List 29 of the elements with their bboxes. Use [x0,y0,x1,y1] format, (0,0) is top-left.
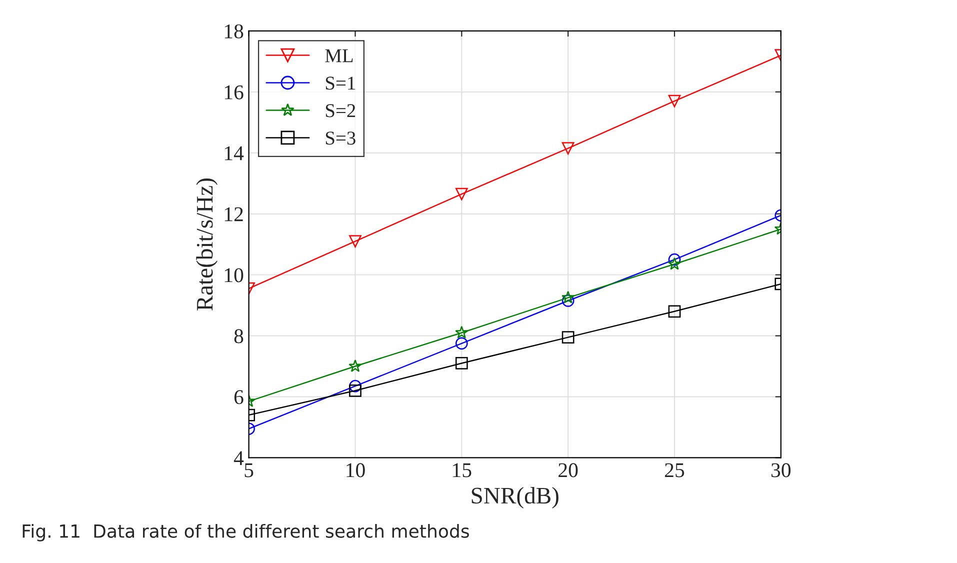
point [455,337,468,350]
x-tick-label: 5 [244,463,254,478]
y-tick-label: 8 [234,329,244,344]
point [562,331,574,344]
legend-label: S=2 [326,104,356,118]
x-tick-label: 25 [664,463,684,478]
caption: Fig. 11 Data rate of the different search methods [22,524,469,542]
y-tick-label: 12 [224,207,243,222]
x-tick-label: 10 [346,463,365,478]
legend-label: S=1 [326,76,355,90]
y-axis-title: Rate(bit/s/Hz) [196,178,218,311]
point [455,357,468,370]
point [562,142,574,155]
y-tick-label: 18 [224,24,244,38]
x-tick-label: 20 [558,463,578,478]
legend-label: S=3 [326,132,356,145]
x-tick-label: 15 [453,463,472,478]
x-tick-label: 30 [771,463,791,478]
x-axis-title: SNR(dB) [472,487,558,508]
y-tick-label: 14 [224,146,244,160]
point [455,188,468,200]
y-tick-label: 4 [234,451,244,465]
y-tick-label: 10 [224,268,244,282]
y-tick-label: 16 [224,85,244,100]
y-tick-label: 6 [234,390,244,404]
point [455,326,468,338]
point [562,290,575,304]
point [562,294,574,307]
legend-label: ML [325,49,353,62]
